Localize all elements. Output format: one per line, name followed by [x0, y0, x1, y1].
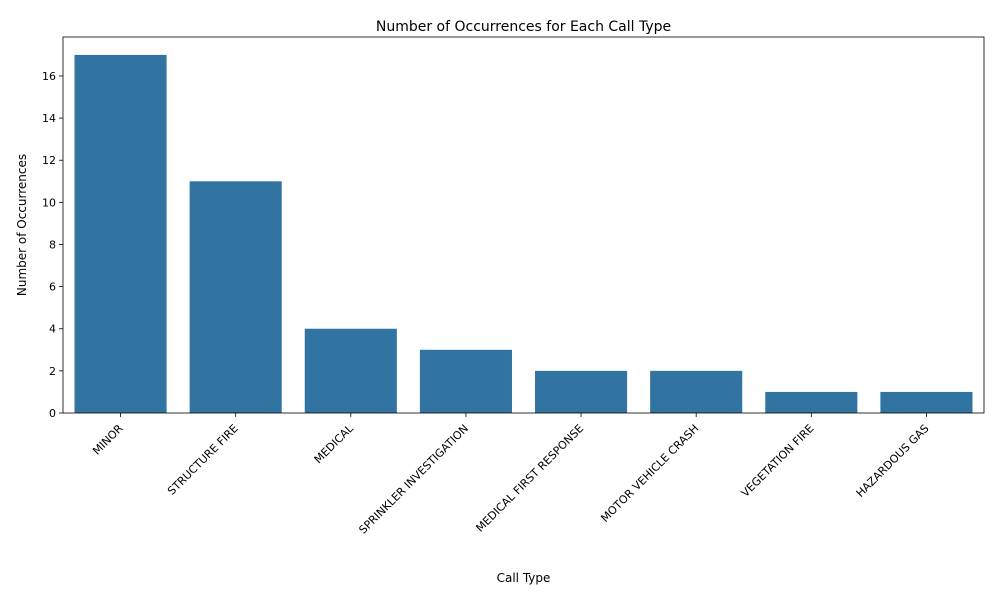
bar-medical-first-response — [535, 370, 628, 413]
y-axis-label: Number of Occurrences — [15, 154, 29, 296]
y-axis: 0 2 4 6 8 10 12 14 16 — [42, 70, 63, 420]
y-tick-label: 12 — [42, 154, 56, 167]
x-axis: MINOR STRUCTURE FIRE MEDICAL SPRINKLER INVE… — [90, 413, 932, 537]
plot-frame — [62, 36, 985, 414]
chart-title: Number of Occurrences for Each Call Type — [376, 19, 671, 35]
bar-sprinkler-investigation — [419, 349, 512, 413]
x-tick-label: MEDICAL — [312, 421, 357, 466]
x-tick-label: MINOR — [90, 422, 126, 458]
x-tick-label: MEDICAL FIRST RESPONSE — [473, 422, 586, 535]
bars-group — [74, 54, 973, 414]
bar-minor — [74, 54, 167, 414]
y-tick-label: 0 — [49, 407, 56, 420]
y-tick-label: 14 — [42, 112, 56, 125]
x-axis-label: Call Type — [497, 571, 551, 585]
y-tick-label: 16 — [42, 70, 56, 83]
bar-medical — [304, 328, 397, 413]
x-tick-label: HAZARDOUS GAS — [854, 422, 932, 500]
bar-vegetation-fire — [765, 391, 858, 413]
y-tick-label: 4 — [49, 323, 56, 336]
y-tick-label: 10 — [42, 196, 56, 209]
bar-structure-fire — [189, 181, 282, 413]
bar-hazardous-gas — [880, 391, 973, 413]
y-tick-label: 8 — [49, 238, 56, 251]
x-tick-label: VEGETATION FIRE — [739, 422, 817, 500]
bar-motor-vehicle-crash — [650, 370, 743, 413]
x-tick-label: STRUCTURE FIRE — [165, 422, 241, 498]
x-tick-label: MOTOR VEHICLE CRASH — [598, 422, 701, 525]
x-tick-label: SPRINKLER INVESTIGATION — [356, 422, 471, 537]
y-tick-label: 6 — [49, 281, 56, 294]
y-tick-label: 2 — [49, 365, 56, 378]
